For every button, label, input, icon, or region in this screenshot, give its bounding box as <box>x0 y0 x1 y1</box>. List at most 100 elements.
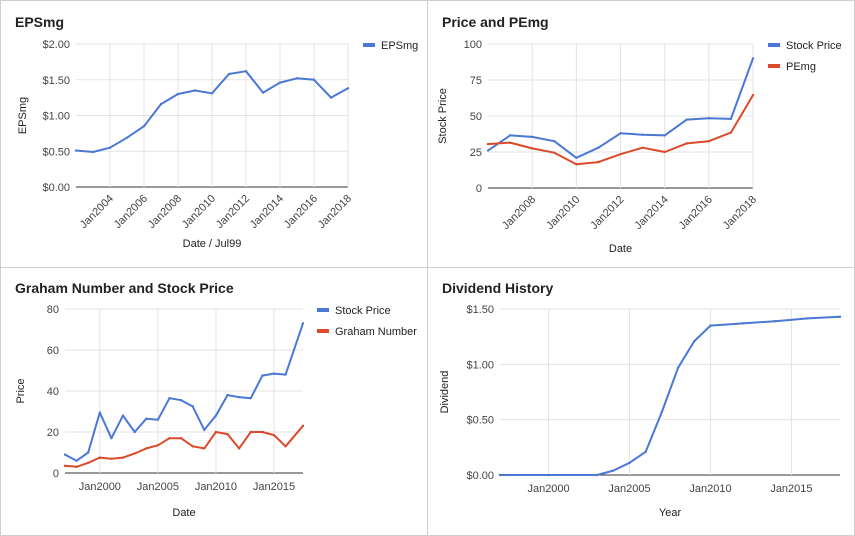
x-tick-label: Jan2018 <box>316 193 354 231</box>
data-point <box>312 78 316 81</box>
x-tick-label: Jan2016 <box>677 194 715 232</box>
x-tick-label: Jan2008 <box>146 193 184 231</box>
data-point <box>168 436 171 440</box>
data-point <box>121 456 125 459</box>
y-tick-label: 25 <box>470 147 482 159</box>
data-point <box>284 445 287 448</box>
data-point <box>641 146 644 149</box>
data-point <box>660 410 664 414</box>
data-point <box>210 92 214 95</box>
data-point <box>75 465 78 469</box>
data-point <box>729 131 733 134</box>
data-point <box>145 447 148 450</box>
data-point <box>203 447 206 450</box>
x-tick-label: Jan2012 <box>588 194 626 232</box>
data-point <box>179 399 183 402</box>
y-tick-label: 0 <box>53 468 59 480</box>
data-point <box>110 436 113 440</box>
y-tick-label: $0.50 <box>42 146 70 158</box>
data-point <box>685 142 688 145</box>
data-point <box>575 156 578 159</box>
legend-label: Graham Number <box>335 326 417 338</box>
data-point <box>284 373 287 376</box>
legend-label: PEmg <box>786 61 816 73</box>
data-point <box>575 163 578 166</box>
x-tick-label: Jan2005 <box>608 483 650 495</box>
data-point <box>597 146 600 149</box>
data-point <box>729 117 733 121</box>
data-point <box>261 430 264 434</box>
x-axis-title: Date / Jul99 <box>183 238 242 250</box>
y-tick-label: $1.50 <box>466 304 494 316</box>
data-point <box>87 461 90 464</box>
data-point <box>272 372 276 375</box>
data-point <box>553 140 556 143</box>
x-tick-label: Jan2010 <box>544 194 582 232</box>
data-point <box>249 430 252 434</box>
x-tick-label: Jan2010 <box>689 483 731 495</box>
y-tick-label: 75 <box>470 75 482 87</box>
data-point <box>644 450 647 453</box>
y-tick-label: $0.50 <box>466 415 494 427</box>
dividend-history-chart: Dividend History $0.00 $0.50 $1.00 $1.50 Jan2… <box>439 280 842 519</box>
data-point <box>179 436 183 440</box>
data-point <box>87 451 90 454</box>
data-point <box>597 160 600 164</box>
x-axis-title: Date <box>609 243 632 255</box>
data-point <box>244 69 248 73</box>
series-line <box>500 315 841 476</box>
data-point <box>91 150 95 154</box>
data-point <box>110 457 113 460</box>
data-point <box>301 322 305 325</box>
y-axis-title: Dividend <box>439 371 451 414</box>
y-tick-label: 60 <box>47 345 59 357</box>
data-point <box>547 473 550 477</box>
data-point <box>226 393 229 397</box>
data-point <box>261 91 265 94</box>
x-axis-title: Date <box>172 507 195 519</box>
x-tick-label: Jan2014 <box>248 193 286 231</box>
data-point <box>595 473 599 477</box>
y-tick-label: 0 <box>476 183 482 195</box>
data-point <box>193 89 197 92</box>
data-point <box>278 81 282 84</box>
data-point <box>191 405 194 408</box>
x-tick-label: Jan2005 <box>137 481 179 493</box>
data-point <box>663 150 666 154</box>
x-tick-label: Jan2018 <box>721 194 759 232</box>
data-point <box>838 315 842 318</box>
data-point <box>707 116 711 120</box>
y-tick-label: 50 <box>470 111 482 123</box>
x-tick-label: Jan2000 <box>79 481 121 493</box>
data-point <box>272 433 276 437</box>
data-point <box>329 96 333 99</box>
data-point <box>75 459 78 462</box>
legend-swatch <box>363 43 375 47</box>
x-tick-label: Jan2000 <box>527 483 569 495</box>
y-axis-title: Price <box>15 378 27 403</box>
data-point <box>676 366 680 369</box>
data-point <box>191 445 194 448</box>
data-point <box>63 453 67 456</box>
data-point <box>249 396 252 400</box>
y-tick-label: $0.00 <box>42 182 70 194</box>
x-tick-label: Jan2016 <box>282 193 320 231</box>
y-tick-label: $0.00 <box>466 470 494 482</box>
data-point <box>619 152 622 156</box>
x-tick-label: Jan2004 <box>78 193 116 231</box>
graham-number-chart: Graham Number and Stock Price 0 20 40 60 80 Ja… <box>15 280 417 519</box>
data-point <box>553 151 556 154</box>
x-tick-label: Jan2010 <box>180 193 218 231</box>
data-point <box>203 428 206 432</box>
data-point <box>741 322 745 325</box>
data-point <box>751 93 755 97</box>
chart-panel-epsmg: EPSmg $0.00 $0.50 $1.00 $1.50 $2.00 Jan2004 Jan… <box>0 0 428 268</box>
data-point <box>709 324 712 327</box>
x-tick-label: Jan2012 <box>214 193 252 231</box>
data-point <box>133 452 136 455</box>
data-point <box>508 141 512 144</box>
y-axis-title: EPSmg <box>17 97 29 134</box>
y-tick-label: $1.50 <box>42 75 70 87</box>
data-point <box>685 118 688 121</box>
chart-panel-price-pemg: Price and PEmg 0 25 50 75 100 Jan2008 Jan2010 Ja… <box>427 0 855 268</box>
